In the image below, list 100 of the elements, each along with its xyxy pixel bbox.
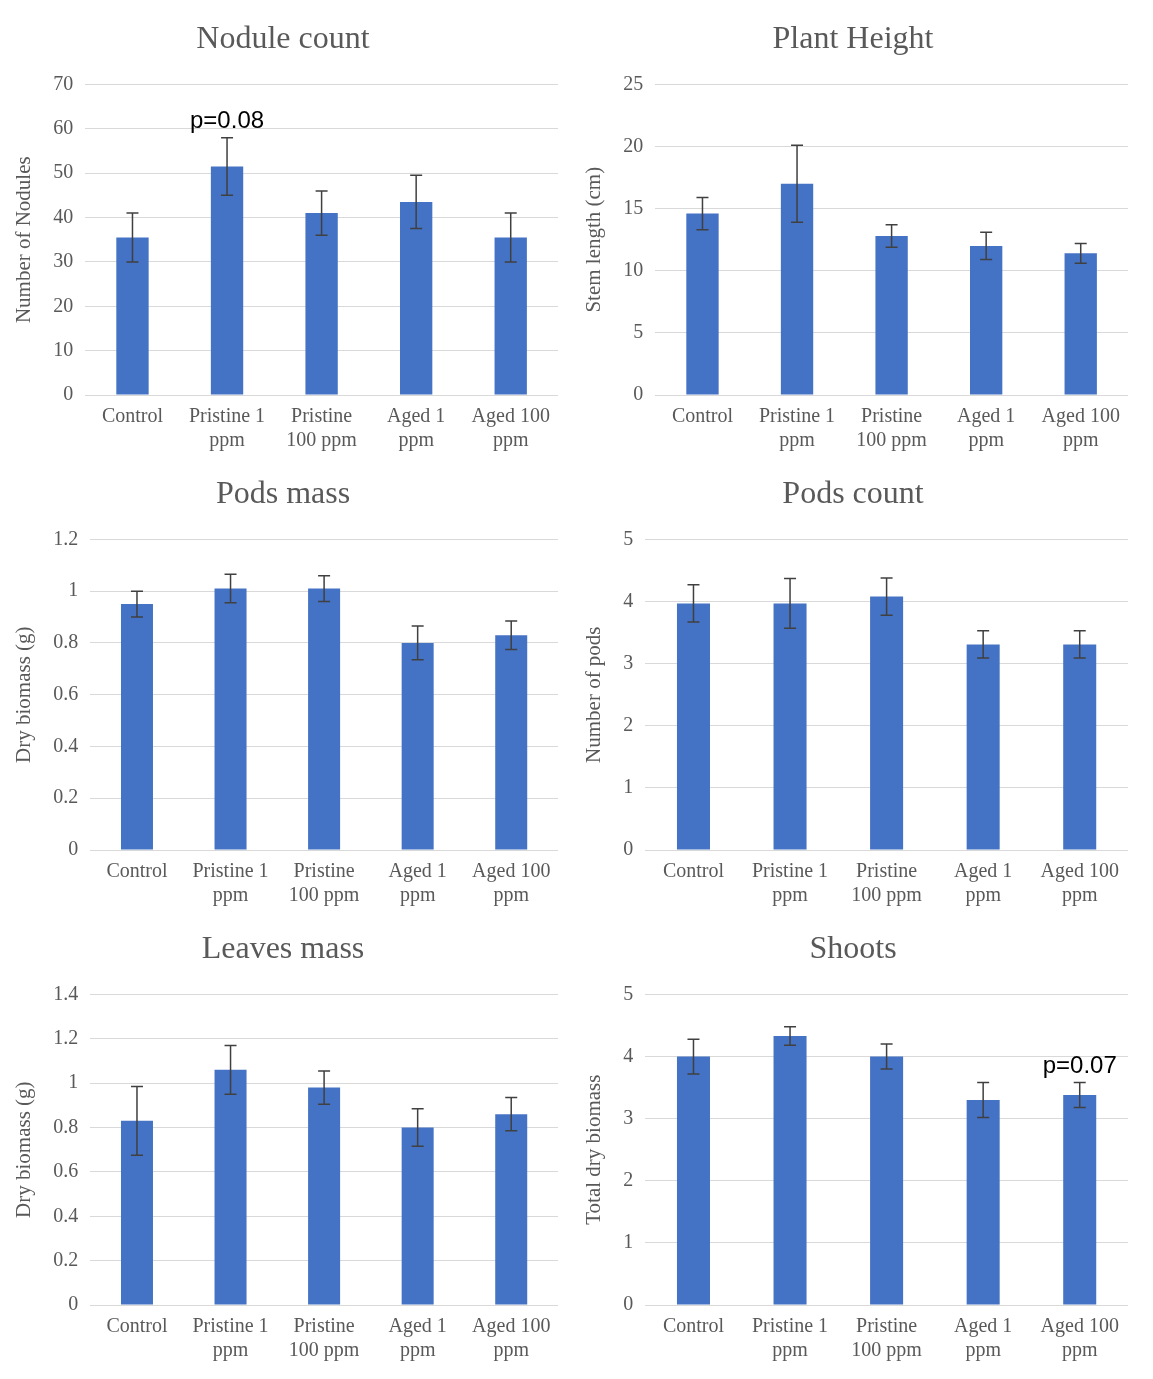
y-tick-label: 0 (623, 837, 634, 860)
x-tick-label: Pristine 100 ppm (288, 859, 360, 907)
bar (966, 644, 1000, 850)
bar (116, 237, 149, 395)
x-tick-label: Pristine 100 ppm (288, 1314, 360, 1362)
x-tick-label: Aged 100 ppm (1040, 1314, 1119, 1362)
bar (308, 588, 341, 850)
y-tick-label: 0.4 (53, 1203, 79, 1226)
chart-title: Shoots (809, 928, 897, 965)
y-axis-title: Number of Nodules (11, 156, 36, 324)
y-tick-label: 40 (53, 204, 74, 227)
x-tick-label: Control (662, 859, 725, 882)
y-tick-label: 20 (623, 133, 644, 156)
bar (1063, 1095, 1097, 1305)
y-tick-label: 5 (623, 981, 634, 1004)
bar (494, 237, 527, 395)
chart-title: Plant Height (772, 18, 934, 55)
y-tick-label: 0.4 (53, 733, 79, 756)
x-tick-label: Control (101, 404, 164, 427)
x-tick-label: Pristine 100 ppm (286, 404, 358, 452)
bar (966, 1100, 1000, 1305)
bar (969, 245, 1003, 395)
y-tick-label: 2 (623, 713, 634, 736)
bar (495, 635, 528, 850)
y-tick-label: 0 (68, 1292, 79, 1315)
x-tick-label: Aged 100 ppm (472, 859, 551, 907)
y-axis-title: Stem length (cm) (581, 166, 606, 313)
x-tick-label: Aged 1 ppm (387, 404, 446, 452)
y-tick-label: 20 (53, 293, 74, 316)
x-tick-label: Pristine 1 ppm (192, 1314, 269, 1362)
x-tick-label: Aged 1 ppm (388, 859, 447, 907)
x-tick-label: Pristine 100 ppm (851, 859, 923, 907)
x-tick-label: Aged 100 ppm (1041, 404, 1120, 452)
bar (305, 213, 338, 395)
bar (773, 1036, 807, 1305)
x-tick-label: Pristine 1 ppm (192, 859, 269, 907)
bar (1064, 253, 1097, 395)
x-tick-label: Pristine 1 ppm (758, 404, 836, 452)
bar (870, 596, 904, 850)
y-tick-label: 0.2 (53, 1247, 79, 1270)
bar (308, 1087, 341, 1305)
bar (120, 604, 153, 850)
bar (1063, 644, 1097, 850)
y-tick-label: 0.8 (53, 630, 79, 653)
chart-title: Pods count (782, 473, 924, 510)
bar (401, 1127, 434, 1305)
x-tick-label: Aged 1 ppm (954, 1314, 1013, 1362)
bar (780, 183, 814, 395)
x-tick-label: Aged 1 ppm (957, 404, 1016, 452)
x-tick-label: Aged 100 ppm (1040, 859, 1119, 907)
x-tick-label: Pristine 1 ppm (751, 859, 829, 907)
y-tick-label: 50 (53, 160, 74, 183)
y-tick-label: 1 (623, 1230, 634, 1253)
bar (773, 603, 807, 850)
y-tick-label: 5 (633, 320, 644, 343)
y-tick-label: 0.8 (53, 1114, 79, 1137)
y-tick-label: 2 (623, 1168, 634, 1191)
y-tick-label: 3 (623, 1105, 634, 1128)
bar (676, 1056, 710, 1305)
y-axis-title: Dry biomass (g) (11, 1081, 36, 1218)
y-tick-label: 1 (68, 1070, 79, 1093)
y-tick-label: 4 (623, 588, 634, 611)
y-tick-label: 60 (53, 116, 74, 139)
x-tick-label: Control (106, 1314, 168, 1337)
y-tick-label: 10 (53, 337, 74, 360)
y-tick-label: 0 (633, 382, 644, 405)
y-tick-label: 70 (53, 71, 74, 94)
y-tick-label: 1 (68, 578, 79, 601)
y-tick-label: 15 (623, 195, 644, 218)
x-tick-label: Pristine 1 ppm (188, 404, 266, 452)
y-tick-label: 0 (68, 837, 79, 860)
bar (401, 642, 434, 850)
x-tick-label: Aged 100 ppm (471, 404, 550, 452)
x-tick-label: Control (671, 404, 734, 427)
y-axis-title: Dry biomass (g) (11, 626, 36, 763)
bar (676, 603, 710, 850)
bar (214, 1069, 247, 1305)
y-tick-label: 10 (623, 258, 644, 281)
y-tick-label: 5 (623, 526, 634, 549)
bar (120, 1120, 153, 1305)
y-tick-label: 0.6 (53, 1159, 79, 1182)
bar (399, 201, 433, 395)
bar (214, 588, 247, 850)
y-tick-label: 1.4 (53, 981, 79, 1004)
x-tick-label: Pristine 100 ppm (856, 404, 928, 452)
chart-title: Leaves mass (201, 928, 365, 965)
x-tick-label: Aged 100 ppm (472, 1314, 551, 1362)
y-axis-title: Number of pods (581, 626, 606, 763)
x-tick-label: Pristine 1 ppm (751, 1314, 829, 1362)
x-tick-label: Aged 1 ppm (388, 1314, 447, 1362)
y-axis-title: Total dry biomass (581, 1074, 606, 1225)
chart-title: Pods mass (215, 473, 351, 510)
chart-title: Nodule count (196, 18, 370, 55)
bar (870, 1056, 904, 1305)
y-tick-label: 1.2 (53, 1026, 79, 1049)
x-tick-label: Pristine 100 ppm (851, 1314, 923, 1362)
y-tick-label: 0.6 (53, 681, 79, 704)
y-tick-label: 0.2 (53, 785, 79, 808)
y-tick-label: 4 (623, 1043, 634, 1066)
bar (495, 1114, 528, 1305)
